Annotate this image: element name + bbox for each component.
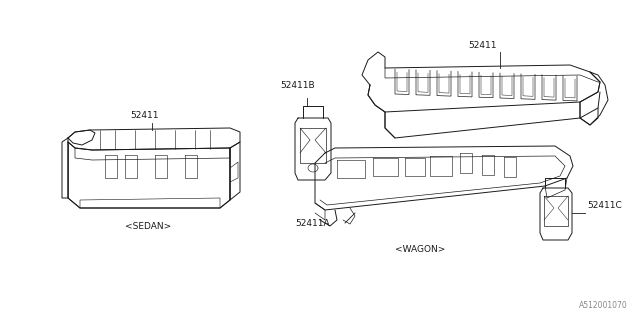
Text: 52411A: 52411A [295, 219, 330, 228]
Text: 52411: 52411 [468, 41, 497, 50]
Text: <SEDAN>: <SEDAN> [125, 222, 171, 231]
Text: <WAGON>: <WAGON> [395, 245, 445, 254]
Text: 52411B: 52411B [280, 81, 315, 90]
Text: 52411: 52411 [130, 111, 159, 120]
Text: A512001070: A512001070 [579, 301, 628, 310]
Text: 52411C: 52411C [587, 201, 621, 210]
